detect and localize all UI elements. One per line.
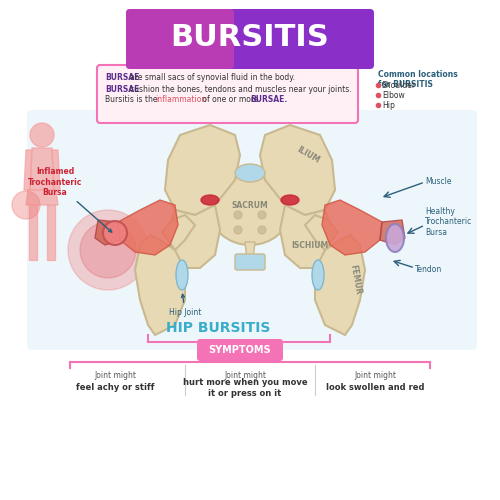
Polygon shape [280,205,332,268]
Text: HIP BURSITIS: HIP BURSITIS [166,321,270,335]
Polygon shape [165,125,240,215]
Polygon shape [24,150,32,190]
Text: hurt more when you move
it or press on it: hurt more when you move it or press on i… [182,378,308,398]
Circle shape [30,123,54,147]
Circle shape [103,221,127,245]
Text: Healthy
Trochanteric
Bursa: Healthy Trochanteric Bursa [425,207,472,237]
Polygon shape [322,200,382,255]
Ellipse shape [201,195,219,205]
Polygon shape [380,220,405,245]
Text: FEMUR: FEMUR [348,264,362,296]
Text: feel achy or stiff: feel achy or stiff [76,384,154,392]
Polygon shape [162,215,195,250]
Text: Inflamed
Trochanteric
Bursa: Inflamed Trochanteric Bursa [28,167,112,232]
Polygon shape [26,190,58,205]
Circle shape [258,226,266,234]
Text: ISCHIUM: ISCHIUM [292,240,329,250]
Polygon shape [95,220,120,245]
Text: Bursitis is the: Bursitis is the [105,96,160,104]
Text: Shoulder: Shoulder [382,80,416,90]
Text: look swollen and red: look swollen and red [326,384,424,392]
Polygon shape [30,148,54,190]
Text: BURSAE.: BURSAE. [250,96,287,104]
Text: BURSAE: BURSAE [105,84,140,94]
Polygon shape [135,235,185,335]
FancyBboxPatch shape [197,339,283,361]
FancyBboxPatch shape [97,65,358,123]
Polygon shape [47,205,55,260]
Text: are small sacs of synovial fluid in the body.: are small sacs of synovial fluid in the … [130,74,295,82]
Circle shape [12,191,40,219]
Ellipse shape [210,175,290,245]
Polygon shape [29,205,37,260]
Polygon shape [305,215,338,250]
Text: Tendon: Tendon [415,266,442,274]
Text: BURSAE: BURSAE [105,74,140,82]
Circle shape [80,222,136,278]
Polygon shape [245,242,255,260]
Text: ILIUM: ILIUM [295,145,321,165]
Text: Joint might: Joint might [224,370,266,380]
Text: Elbow: Elbow [382,90,405,100]
FancyBboxPatch shape [126,9,374,69]
FancyBboxPatch shape [27,110,477,350]
Polygon shape [118,200,178,255]
Text: SACRUM: SACRUM [232,200,268,209]
Text: Muscle: Muscle [425,178,452,186]
Circle shape [234,211,242,219]
Polygon shape [168,205,220,268]
Text: SYMPTOMS: SYMPTOMS [208,345,272,355]
Polygon shape [315,235,365,335]
Text: Common locations
for BURSITIS: Common locations for BURSITIS [378,70,458,89]
FancyBboxPatch shape [126,9,234,69]
Text: Hip Joint: Hip Joint [169,294,201,317]
Ellipse shape [386,224,404,252]
Text: Hip: Hip [382,100,395,110]
Text: inflammation: inflammation [155,96,206,104]
Ellipse shape [312,260,324,290]
Text: of one or more: of one or more [200,96,261,104]
Circle shape [234,226,242,234]
Polygon shape [260,125,335,215]
Circle shape [258,211,266,219]
Ellipse shape [235,164,265,182]
Text: Joint might: Joint might [94,370,136,380]
Polygon shape [52,150,60,190]
Ellipse shape [281,195,299,205]
Text: Joint might: Joint might [354,370,396,380]
FancyBboxPatch shape [235,254,265,270]
Text: cushion the bones, tendons and muscles near your joints.: cushion the bones, tendons and muscles n… [130,84,352,94]
Text: BURSITIS: BURSITIS [170,24,330,52]
Circle shape [68,210,148,290]
Ellipse shape [176,260,188,290]
